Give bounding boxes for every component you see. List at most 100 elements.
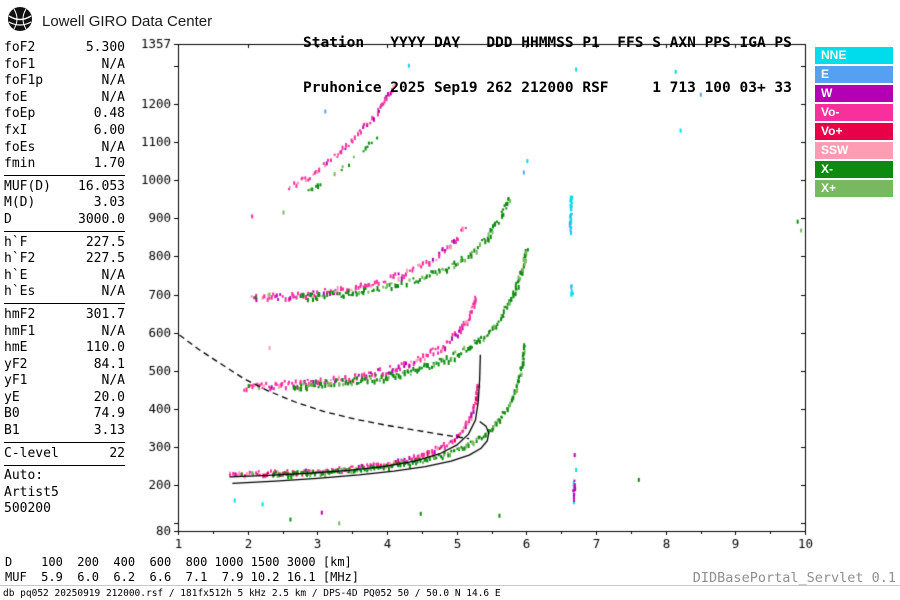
param-row-foF1: foF1 N/A [4, 57, 125, 74]
param-value: N/A [101, 323, 125, 339]
param-label: h`Es [4, 284, 36, 300]
param-row-D: D 3000.0 [4, 212, 125, 229]
legend-item-X+: X+ [815, 180, 893, 197]
legend-item-NNE: NNE [815, 47, 893, 64]
param-value: N/A [101, 373, 125, 389]
param-value: N/A [101, 89, 125, 105]
param-value: 0.48 [93, 106, 125, 122]
param-separator [4, 231, 125, 233]
param-value: N/A [101, 139, 125, 155]
legend-item-SSW: SSW [815, 142, 893, 159]
param-label: M(D) [4, 195, 36, 211]
param-label: MUF(D) [4, 178, 51, 194]
params-panel: foF2 5.300 foF1 N/A foF1p N/A foE N/A foEp 0.48 fx… [4, 40, 125, 518]
servlet-version-label: DIDBasePortal_Servlet 0.1 [692, 570, 896, 586]
param-row-foEp: foEp 0.48 [4, 106, 125, 123]
param-label: hmE [4, 340, 28, 356]
footer-status: db pq052 20250919 212000.rsf / 181fx512h… [3, 588, 501, 599]
param-value: 301.7 [85, 306, 125, 322]
param-label: yF1 [4, 373, 28, 389]
footer-divider [0, 585, 900, 586]
param-row-B0: B0 74.9 [4, 406, 125, 423]
param-label: B1 [4, 423, 20, 439]
param-row-yF2: yF2 84.1 [4, 357, 125, 374]
param-label: C-level [4, 445, 59, 461]
param-row-foE: foE N/A [4, 90, 125, 107]
param-row-B1: B1 3.13 [4, 423, 125, 440]
param-row-h`E: h`E N/A [4, 268, 125, 285]
param-label: foEs [4, 139, 36, 155]
param-row-h`F: h`F 227.5 [4, 235, 125, 252]
autoscaling-line: Artist5 [4, 484, 59, 500]
param-row-fxI: fxI 6.00 [4, 123, 125, 140]
param-row-yF1: yF1 N/A [4, 373, 125, 390]
param-row-C-level: C-level 22 [4, 446, 125, 463]
param-row-foF2: foF2 5.300 [4, 40, 125, 57]
param-value: 3000.0 [78, 211, 125, 227]
param-row-yE: yE 20.0 [4, 390, 125, 407]
param-row-h`Es: h`Es N/A [4, 284, 125, 301]
param-value: 22 [109, 445, 125, 461]
record-header-columns: Station YYYY DAY DDD HHMMSS P1 FFS S AXN… [303, 35, 792, 51]
param-label: h`E [4, 267, 28, 283]
param-row-fmin: fmin 1.70 [4, 156, 125, 173]
param-value: 84.1 [93, 356, 125, 372]
legend-item-X-: X- [815, 161, 893, 178]
param-row-M(D): M(D) 3.03 [4, 195, 125, 212]
record-header: Station YYYY DAY DDD HHMMSS P1 FFS S AXN… [303, 6, 792, 111]
param-row-h`F2: h`F2 227.5 [4, 251, 125, 268]
param-value: N/A [101, 56, 125, 72]
param-label: foE [4, 89, 28, 105]
param-label: fxI [4, 122, 28, 138]
param-label: D [4, 211, 12, 227]
legend-item-Vo-: Vo- [815, 104, 893, 121]
param-label: foEp [4, 106, 36, 122]
distance-muf-table: D 100 200 400 600 800 1000 1500 3000 [km… [5, 555, 360, 584]
param-label: foF2 [4, 40, 36, 55]
param-label: yE [4, 389, 20, 405]
autoscaling-line: 500200 [4, 501, 51, 517]
param-label: foF1 [4, 56, 36, 72]
param-label: hmF2 [4, 306, 36, 322]
param-label: foF1p [4, 73, 44, 89]
param-value: 5.300 [85, 40, 125, 55]
autoscaling-line: Auto: [4, 468, 44, 484]
record-header-values: Pruhonice 2025 Sep19 262 212000 RSF 1 71… [303, 80, 792, 96]
param-value: 16.053 [78, 178, 125, 194]
param-label: h`F [4, 234, 28, 250]
param-value: 110.0 [85, 340, 125, 356]
legend-item-Vo+: Vo+ [815, 123, 893, 140]
param-value: 1.70 [93, 156, 125, 172]
legend-item-E: E [815, 66, 893, 83]
param-row-hmE: hmE 110.0 [4, 340, 125, 357]
param-value: 227.5 [85, 251, 125, 267]
param-value: 3.13 [93, 423, 125, 439]
param-row-foF1p: foF1p N/A [4, 73, 125, 90]
param-label: B0 [4, 406, 20, 422]
param-value: N/A [101, 73, 125, 89]
param-separator [4, 303, 125, 305]
param-value: 20.0 [93, 389, 125, 405]
param-label: fmin [4, 156, 36, 172]
param-value: 6.00 [93, 122, 125, 138]
brand-title: Lowell GIRO Data Center [42, 12, 213, 30]
param-row-MUF(D): MUF(D) 16.053 [4, 179, 125, 196]
brand-bar: Lowell GIRO Data Center [6, 5, 212, 37]
param-value: 74.9 [93, 406, 125, 422]
param-separator [4, 442, 125, 444]
legend: NNE E W Vo- Vo+ SSW X- X+ [815, 47, 893, 199]
param-label: h`F2 [4, 251, 36, 267]
param-separator [4, 464, 125, 466]
param-value: N/A [101, 267, 125, 283]
param-row-hmF1: hmF1 N/A [4, 324, 125, 341]
param-separator [4, 175, 125, 177]
giro-logo-icon [6, 5, 34, 37]
param-value: N/A [101, 284, 125, 300]
param-value: 227.5 [85, 234, 125, 250]
legend-item-W: W [815, 85, 893, 102]
param-value: 3.03 [93, 195, 125, 211]
param-label: hmF1 [4, 323, 36, 339]
param-row-hmF2: hmF2 301.7 [4, 307, 125, 324]
param-label: yF2 [4, 356, 28, 372]
